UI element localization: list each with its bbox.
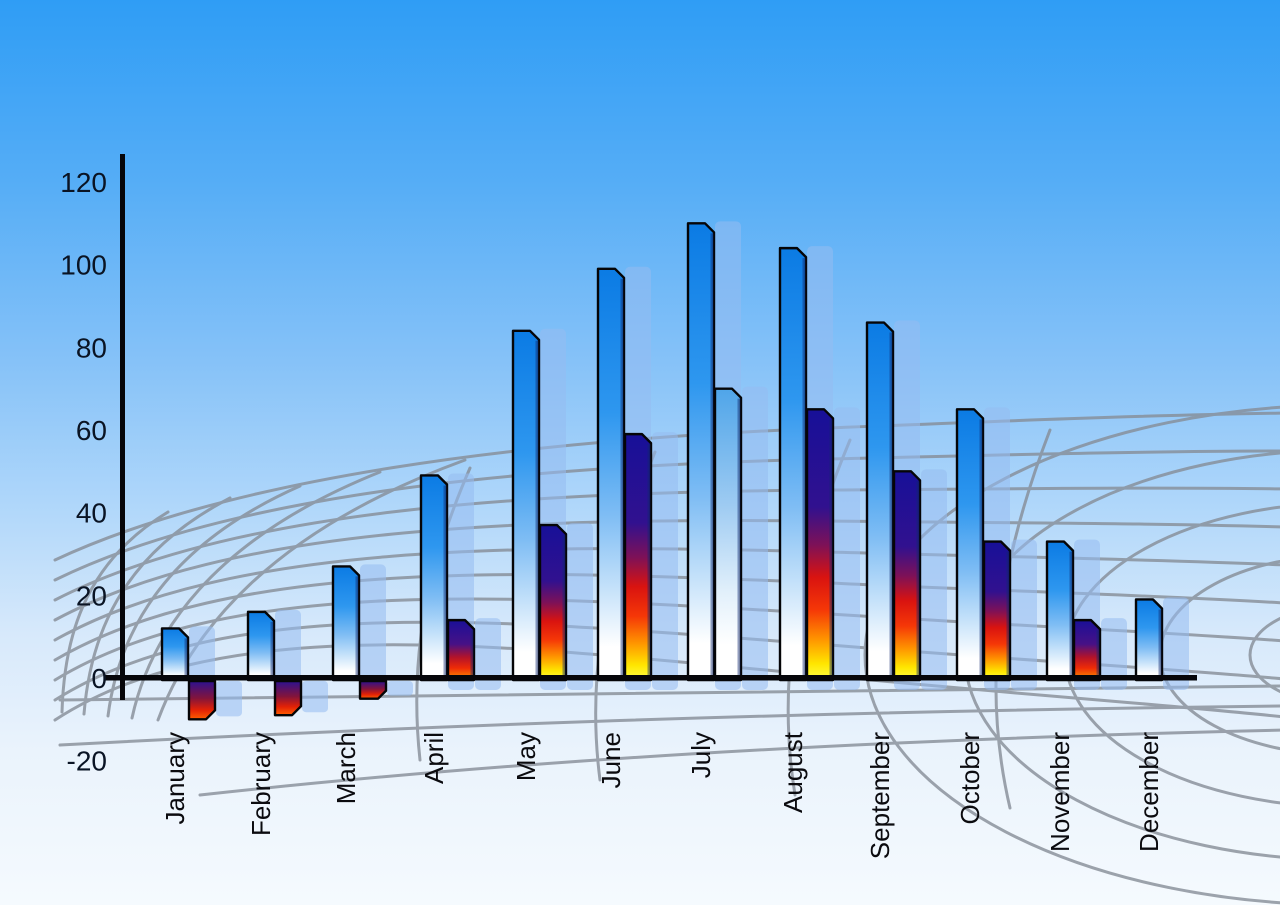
x-label-june: June: [596, 732, 626, 788]
bar-may-series1: [511, 329, 541, 682]
bar-shadow-september-series2: [921, 469, 947, 690]
bar-august-series1: [778, 246, 808, 682]
grid-line-11: [106, 484, 302, 718]
bar-february-series2: [273, 679, 303, 717]
bar-may-series2: [538, 523, 568, 682]
bar-group-april: [419, 473, 501, 690]
bar-group-june: [596, 266, 678, 690]
bar-july-series2: [713, 387, 743, 682]
grid-line-14: [1248, 616, 1280, 694]
bar-shadow-march-series1: [360, 564, 386, 690]
x-label-december: December: [1134, 732, 1164, 852]
x-label-may: May: [511, 732, 541, 781]
bar-group-may: [511, 328, 593, 690]
bar-shadow-may-series2: [567, 523, 593, 690]
bar-group-july: [686, 221, 768, 690]
x-axis-line: [105, 675, 1197, 681]
x-label-january: January: [160, 732, 190, 825]
y-tick-label-20: 20: [76, 580, 107, 611]
bar-july-series1: [686, 222, 716, 682]
bar-shadow-december-series1: [1163, 597, 1189, 690]
y-tick-label-80: 80: [76, 332, 107, 363]
grid-line-21: [198, 728, 1280, 797]
grid-line-9: [60, 510, 170, 714]
bar-june-series1: [596, 267, 626, 682]
bar-shadow-march-series2: [387, 681, 413, 696]
bar-shadow-june-series2: [652, 432, 678, 690]
bar-march-series1: [331, 565, 361, 682]
bar-shadow-january-series2: [216, 681, 242, 717]
x-label-august: August: [778, 731, 808, 813]
bar-group-january: [160, 626, 242, 721]
bar-shadow-october-series2: [1011, 539, 1037, 690]
bar-shadow-january-series1: [189, 626, 215, 690]
y-tick-label-60: 60: [76, 415, 107, 446]
bar-group-october: [955, 407, 1037, 690]
bar-january-series1: [160, 627, 190, 682]
x-label-november: November: [1045, 732, 1075, 852]
bar-april-series1: [419, 474, 449, 682]
bar-shadow-august-series2: [834, 407, 860, 690]
grid-line-13: [156, 458, 467, 722]
bar-shadow-february-series2: [302, 681, 328, 713]
x-label-february: February: [246, 732, 276, 836]
bar-april-series2: [446, 618, 476, 682]
bar-group-december: [1134, 597, 1189, 690]
x-label-april: April: [419, 732, 449, 784]
x-label-september: September: [865, 732, 895, 860]
grid-line-10: [82, 496, 232, 716]
grid-line-12: [130, 470, 382, 720]
bar-march-series2: [358, 679, 388, 700]
bar-november-series1: [1045, 540, 1075, 682]
x-label-july: July: [686, 732, 716, 778]
bar-shadow-november-series2: [1101, 618, 1127, 690]
bar-october-series1: [955, 408, 985, 682]
bar-december-series1: [1134, 598, 1164, 682]
bar-group-august: [778, 246, 860, 691]
bar-october-series2: [982, 540, 1012, 682]
x-label-march: March: [331, 732, 361, 804]
bar-september-series2: [892, 470, 922, 682]
bar-august-series2: [805, 408, 835, 682]
bar-shadow-february-series1: [275, 609, 301, 690]
y-tick-label-100: 100: [60, 250, 107, 281]
bar-group-september: [865, 320, 947, 690]
bar-november-series2: [1072, 618, 1102, 682]
bar-group-february: [246, 609, 328, 717]
y-tick-label-120: 120: [60, 167, 107, 198]
y-tick-label--20: -20: [67, 746, 107, 777]
grid-line-18: [863, 405, 1280, 905]
y-axis-line: [120, 154, 125, 700]
bar-june-series2: [623, 432, 653, 682]
bar-shadow-april-series2: [475, 618, 501, 690]
y-tick-label-40: 40: [76, 498, 107, 529]
x-label-october: October: [955, 732, 985, 825]
bar-shadow-july-series2: [742, 386, 768, 690]
bar-february-series1: [246, 610, 276, 682]
bar-january-series2: [187, 679, 217, 721]
y-tick-label-0: 0: [91, 663, 107, 694]
bar-september-series1: [865, 321, 895, 682]
bar-group-march: [331, 564, 413, 700]
